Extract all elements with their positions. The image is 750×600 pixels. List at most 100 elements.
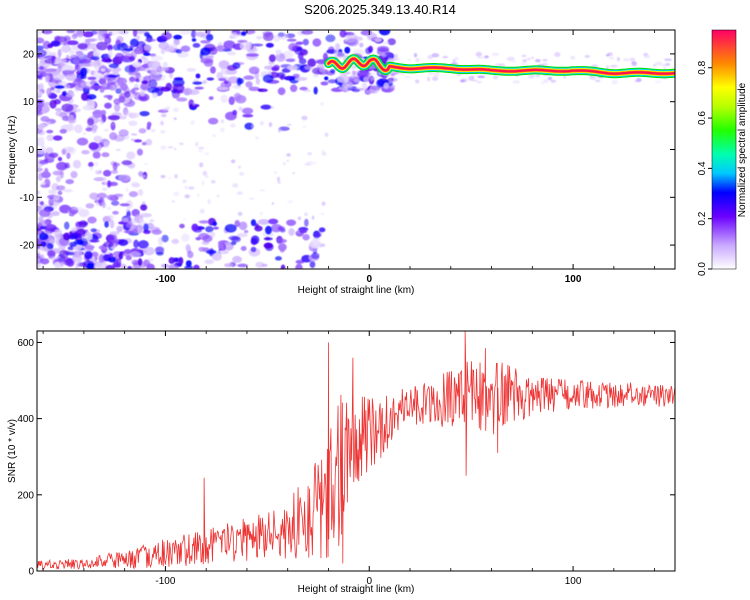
spectrogram-cell xyxy=(182,179,187,183)
spectrogram-cell xyxy=(173,37,180,46)
spectrogram-cell xyxy=(455,74,462,77)
spectrogram-cell xyxy=(115,148,121,151)
spectrogram-cell xyxy=(606,65,610,70)
spectrogram-cell xyxy=(199,208,205,214)
spectrogram-cell xyxy=(232,255,242,263)
spectrogram-cell xyxy=(161,234,169,243)
spectrogram-cell xyxy=(80,62,91,67)
y-tick-label: 200 xyxy=(17,490,34,501)
spectrogram-cell xyxy=(168,257,176,265)
spectrogram-cell xyxy=(63,232,71,241)
spectrogram-cell xyxy=(92,151,101,159)
spectrogram-cell xyxy=(96,59,102,67)
spectrogram-cell xyxy=(111,200,120,206)
spectrogram-cell xyxy=(52,135,63,141)
spectrogram-cell xyxy=(311,215,315,220)
spectrogram-cell xyxy=(286,123,292,126)
spectrogram-cell xyxy=(71,206,84,211)
spectrogram-cell xyxy=(192,42,201,48)
spectrogram-cell xyxy=(433,72,440,77)
spectrogram-cell xyxy=(37,228,42,232)
spectrogram-cell xyxy=(55,89,61,94)
spectrogram-cell xyxy=(224,263,233,268)
spectrogram-cell xyxy=(327,79,338,84)
spectrogram-cell xyxy=(454,57,459,61)
spectrogram-cell xyxy=(414,79,420,84)
spectrogram-cell xyxy=(413,53,418,58)
spectrogram-cell xyxy=(151,229,162,235)
spectrogram-cell xyxy=(80,58,92,64)
spectrogram-cell xyxy=(299,49,309,56)
spectrogram-cell xyxy=(59,204,71,214)
spectrogram-cell xyxy=(45,121,52,127)
spectrogram-cell xyxy=(135,30,146,34)
spectrogram-cell xyxy=(616,57,620,62)
spectrogram-cell xyxy=(124,230,134,234)
spectrogram-cell xyxy=(251,124,255,129)
spectrogram-cell xyxy=(173,34,183,40)
spectrogram-cell xyxy=(212,221,217,227)
spectrogram-cell xyxy=(339,30,347,38)
spectrogram-cell xyxy=(226,64,238,71)
spectrogram-cell xyxy=(188,186,195,190)
spectrogram-cell xyxy=(257,88,268,93)
spectrogram-cell xyxy=(66,152,71,160)
spectrogram-cell xyxy=(179,30,191,35)
spectrogram-cell xyxy=(87,101,92,106)
spectrogram-cell xyxy=(96,41,108,51)
spectrogram-cell xyxy=(301,115,308,121)
spectrogram-cell xyxy=(195,73,201,79)
spectrogram-cell xyxy=(271,66,280,72)
spectrogram-cell xyxy=(88,161,94,168)
spectrogram-cell xyxy=(142,52,151,56)
x-tick-label: 0 xyxy=(366,274,372,285)
spectrogram-cell xyxy=(570,55,576,60)
spectrogram-cell xyxy=(46,242,54,250)
spectrogram-cell xyxy=(128,72,141,76)
spectrogram-cell xyxy=(104,59,113,63)
spectrogram-cell xyxy=(116,225,123,233)
spectrogram-cell xyxy=(382,53,387,58)
spectrogram-x-axis-title: Height of straight line (km) xyxy=(298,285,415,296)
spectrogram-cell xyxy=(249,197,255,200)
spectrogram-cell xyxy=(195,237,201,241)
spectrogram-cell xyxy=(80,67,88,77)
spectrogram-cell xyxy=(118,95,126,103)
spectrogram-cell xyxy=(256,35,263,40)
spectrogram-cell xyxy=(383,82,390,89)
spectrogram-cell xyxy=(506,56,515,62)
spectrogram-cell xyxy=(295,259,305,264)
spectrogram-cell xyxy=(46,87,52,97)
spectrogram-cell xyxy=(125,208,130,212)
spectrogram-cell xyxy=(185,260,192,267)
spectrogram-cell xyxy=(118,30,130,35)
spectrogram-cell xyxy=(107,44,113,51)
spectrogram-cell xyxy=(254,136,259,140)
spectrogram-cell xyxy=(285,58,296,62)
spectrogram-cell xyxy=(309,239,321,249)
spectrogram-cell xyxy=(37,49,47,58)
spectrogram-cell xyxy=(415,58,420,63)
spectrogram-cell xyxy=(259,189,266,192)
spectrogram-cell xyxy=(609,64,618,68)
spectrogram-cell xyxy=(287,200,294,204)
spectrogram-cell xyxy=(136,148,143,156)
spectrogram-cell xyxy=(37,139,45,147)
spectrogram-cell xyxy=(120,263,127,269)
spectrogram-cell xyxy=(139,110,150,117)
spectrogram-cell xyxy=(141,129,145,133)
spectrogram-cell xyxy=(79,237,89,247)
spectrogram-cell xyxy=(138,240,149,249)
spectrogram-cell xyxy=(277,176,280,182)
spectrogram-cell xyxy=(149,219,155,222)
spectrogram-cell xyxy=(199,162,204,168)
spectrogram-cell xyxy=(350,76,354,79)
spectrogram-cell xyxy=(132,30,138,37)
spectrogram-cell xyxy=(299,230,307,234)
spectrogram-cell xyxy=(179,223,185,229)
spectrogram-cell xyxy=(312,237,321,241)
spectrogram-cell xyxy=(38,209,51,218)
spectrogram-cell xyxy=(201,180,205,186)
spectrogram-cell xyxy=(99,88,105,93)
spectrogram-cell xyxy=(351,66,355,70)
